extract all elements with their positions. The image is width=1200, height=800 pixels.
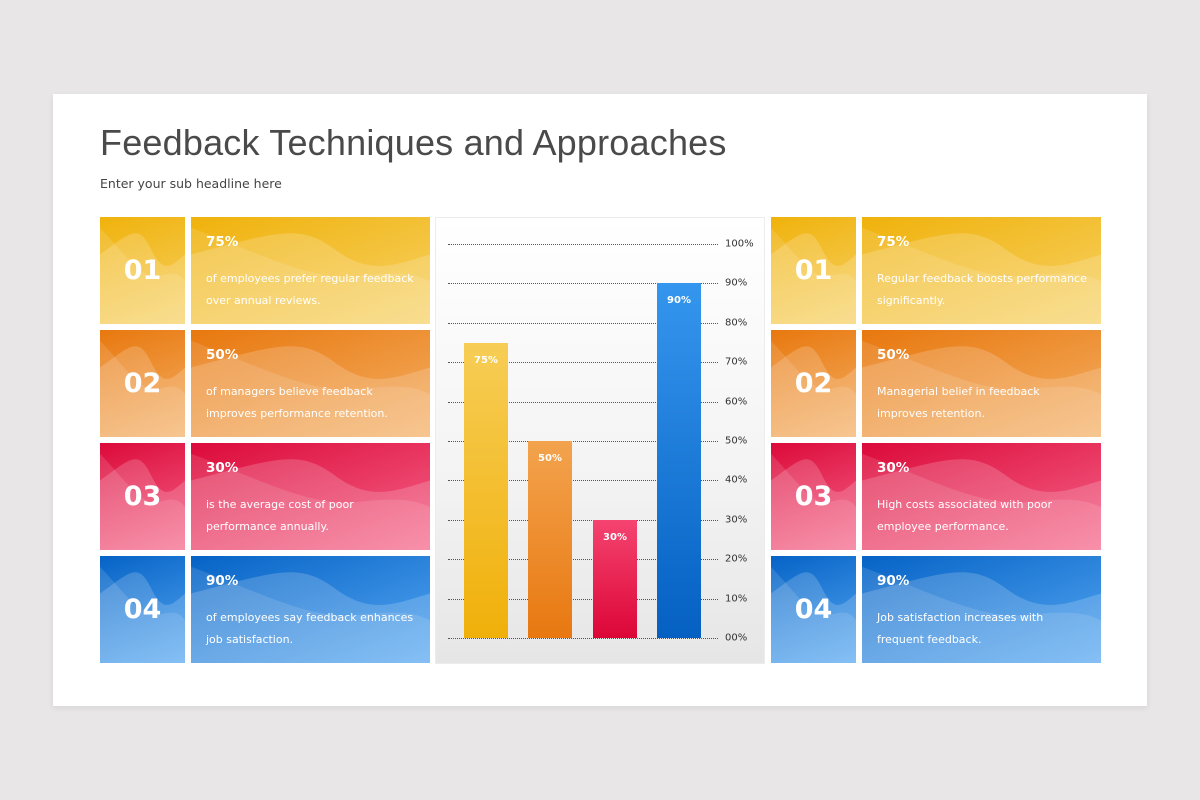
stat-number: 04 — [794, 594, 833, 625]
wave-decoration — [862, 453, 1101, 550]
stat-percent: 90% — [877, 573, 910, 589]
stat-number-tile: 01 — [771, 217, 856, 324]
page-subtitle: Enter your sub headline here — [100, 176, 282, 191]
slide: Feedback Techniques and Approaches Enter… — [53, 94, 1147, 706]
stat-info-tile: 75% of employees prefer regular feedback … — [191, 217, 430, 324]
stat-description: of managers believe feedback improves pe… — [206, 385, 388, 420]
stat-number: 02 — [794, 368, 833, 399]
stat-info-tile: 75% Regular feedback boosts performance s… — [862, 217, 1101, 324]
stat-description: High costs associated with poor employee… — [877, 498, 1052, 533]
gridline — [448, 283, 718, 285]
stat-description: Regular feedback boosts performance sign… — [877, 272, 1087, 307]
gridline — [448, 401, 718, 403]
y-axis-tick-label: 70% — [725, 356, 748, 368]
chart-bar: 50% — [528, 441, 572, 638]
wave-decoration — [100, 453, 185, 550]
stat-info-tile: 50% of managers believe feedback improves… — [191, 330, 430, 437]
wave-decoration — [100, 227, 185, 324]
stat-description: is the average cost of poor performance … — [206, 498, 354, 533]
stat-description: of employees say feedback enhances job s… — [206, 611, 414, 646]
y-axis-tick-label: 80% — [725, 317, 748, 329]
stat-percent: 90% — [206, 573, 239, 589]
stat-description: of employees prefer regular feedback ove… — [206, 272, 414, 307]
gridline — [448, 559, 718, 561]
y-axis-tick-label: 90% — [725, 277, 748, 289]
stat-number-tile: 02 — [771, 330, 856, 437]
stat-info-tile: 90% of employees say feedback enhances jo… — [191, 556, 430, 663]
wave-decoration — [771, 227, 856, 324]
stat-number: 03 — [123, 481, 162, 512]
wave-decoration — [862, 227, 1101, 324]
bar-chart: 00% 10% 20% 30% 40% 50% 60% 70% 80% 90% 100% 75% 50%… — [435, 217, 765, 664]
wave-decoration — [100, 566, 185, 663]
stat-number-tile: 01 — [100, 217, 185, 324]
wave-decoration — [100, 340, 185, 437]
chart-bar: 75% — [464, 342, 508, 638]
gridline — [448, 441, 718, 442]
wave-decoration — [771, 340, 856, 437]
stat-description: Job satisfaction increases with frequent… — [877, 611, 1044, 646]
stat-number-tile: 04 — [771, 556, 856, 663]
gridline — [448, 519, 718, 521]
gridline — [448, 244, 718, 245]
stat-number: 02 — [123, 368, 162, 399]
stat-info-tile: 30% High costs associated with poor emplo… — [862, 443, 1101, 550]
y-axis-tick-label: 30% — [725, 514, 748, 526]
y-axis-tick-label: 00% — [725, 632, 748, 644]
bar-value-label: 30% — [603, 531, 627, 543]
wave-decoration — [771, 566, 856, 663]
stat-info-tile: 90% Job satisfaction increases with frequ… — [862, 556, 1101, 663]
y-axis-tick-label: 20% — [725, 553, 748, 565]
y-axis-tick-label: 50% — [725, 435, 748, 447]
stat-percent: 30% — [206, 460, 239, 476]
stat-percent: 75% — [206, 234, 239, 250]
page-title: Feedback Techniques and Approaches — [100, 122, 727, 163]
stat-percent: 75% — [877, 234, 910, 250]
stat-number: 03 — [794, 481, 833, 512]
stat-number-tile: 03 — [771, 443, 856, 550]
bar-value-label: 75% — [474, 354, 498, 366]
stat-percent: 30% — [877, 460, 910, 476]
wave-decoration — [771, 453, 856, 550]
wave-decoration — [191, 453, 430, 550]
gridline — [448, 480, 718, 482]
chart-bar: 90% — [657, 283, 701, 638]
y-axis-tick-label: 100% — [725, 238, 754, 250]
bar-value-label: 90% — [667, 295, 691, 307]
gridline — [448, 598, 718, 600]
stat-number: 01 — [794, 255, 833, 286]
bar-value-label: 50% — [538, 453, 562, 464]
wave-decoration — [191, 566, 430, 663]
y-axis-tick-label: 10% — [725, 593, 748, 605]
wave-decoration — [191, 340, 430, 437]
wave-decoration — [862, 566, 1101, 663]
stat-percent: 50% — [877, 347, 910, 363]
chart-bar: 30% — [593, 519, 637, 638]
stat-number: 01 — [123, 255, 162, 286]
y-axis-tick-label: 60% — [725, 396, 748, 408]
gridline — [448, 362, 718, 364]
gridline — [448, 638, 718, 639]
stat-description: Managerial belief in feedback improves r… — [877, 385, 1040, 420]
wave-decoration — [191, 227, 430, 324]
stat-info-tile: 50% Managerial belief in feedback improve… — [862, 330, 1101, 437]
gridline — [448, 322, 718, 324]
stat-info-tile: 30% is the average cost of poor performan… — [191, 443, 430, 550]
stat-number-tile: 04 — [100, 556, 185, 663]
stat-number: 04 — [123, 594, 162, 625]
wave-decoration — [862, 340, 1101, 437]
y-axis-tick-label: 40% — [725, 474, 748, 486]
stat-percent: 50% — [206, 347, 239, 363]
stat-number-tile: 03 — [100, 443, 185, 550]
stat-number-tile: 02 — [100, 330, 185, 437]
